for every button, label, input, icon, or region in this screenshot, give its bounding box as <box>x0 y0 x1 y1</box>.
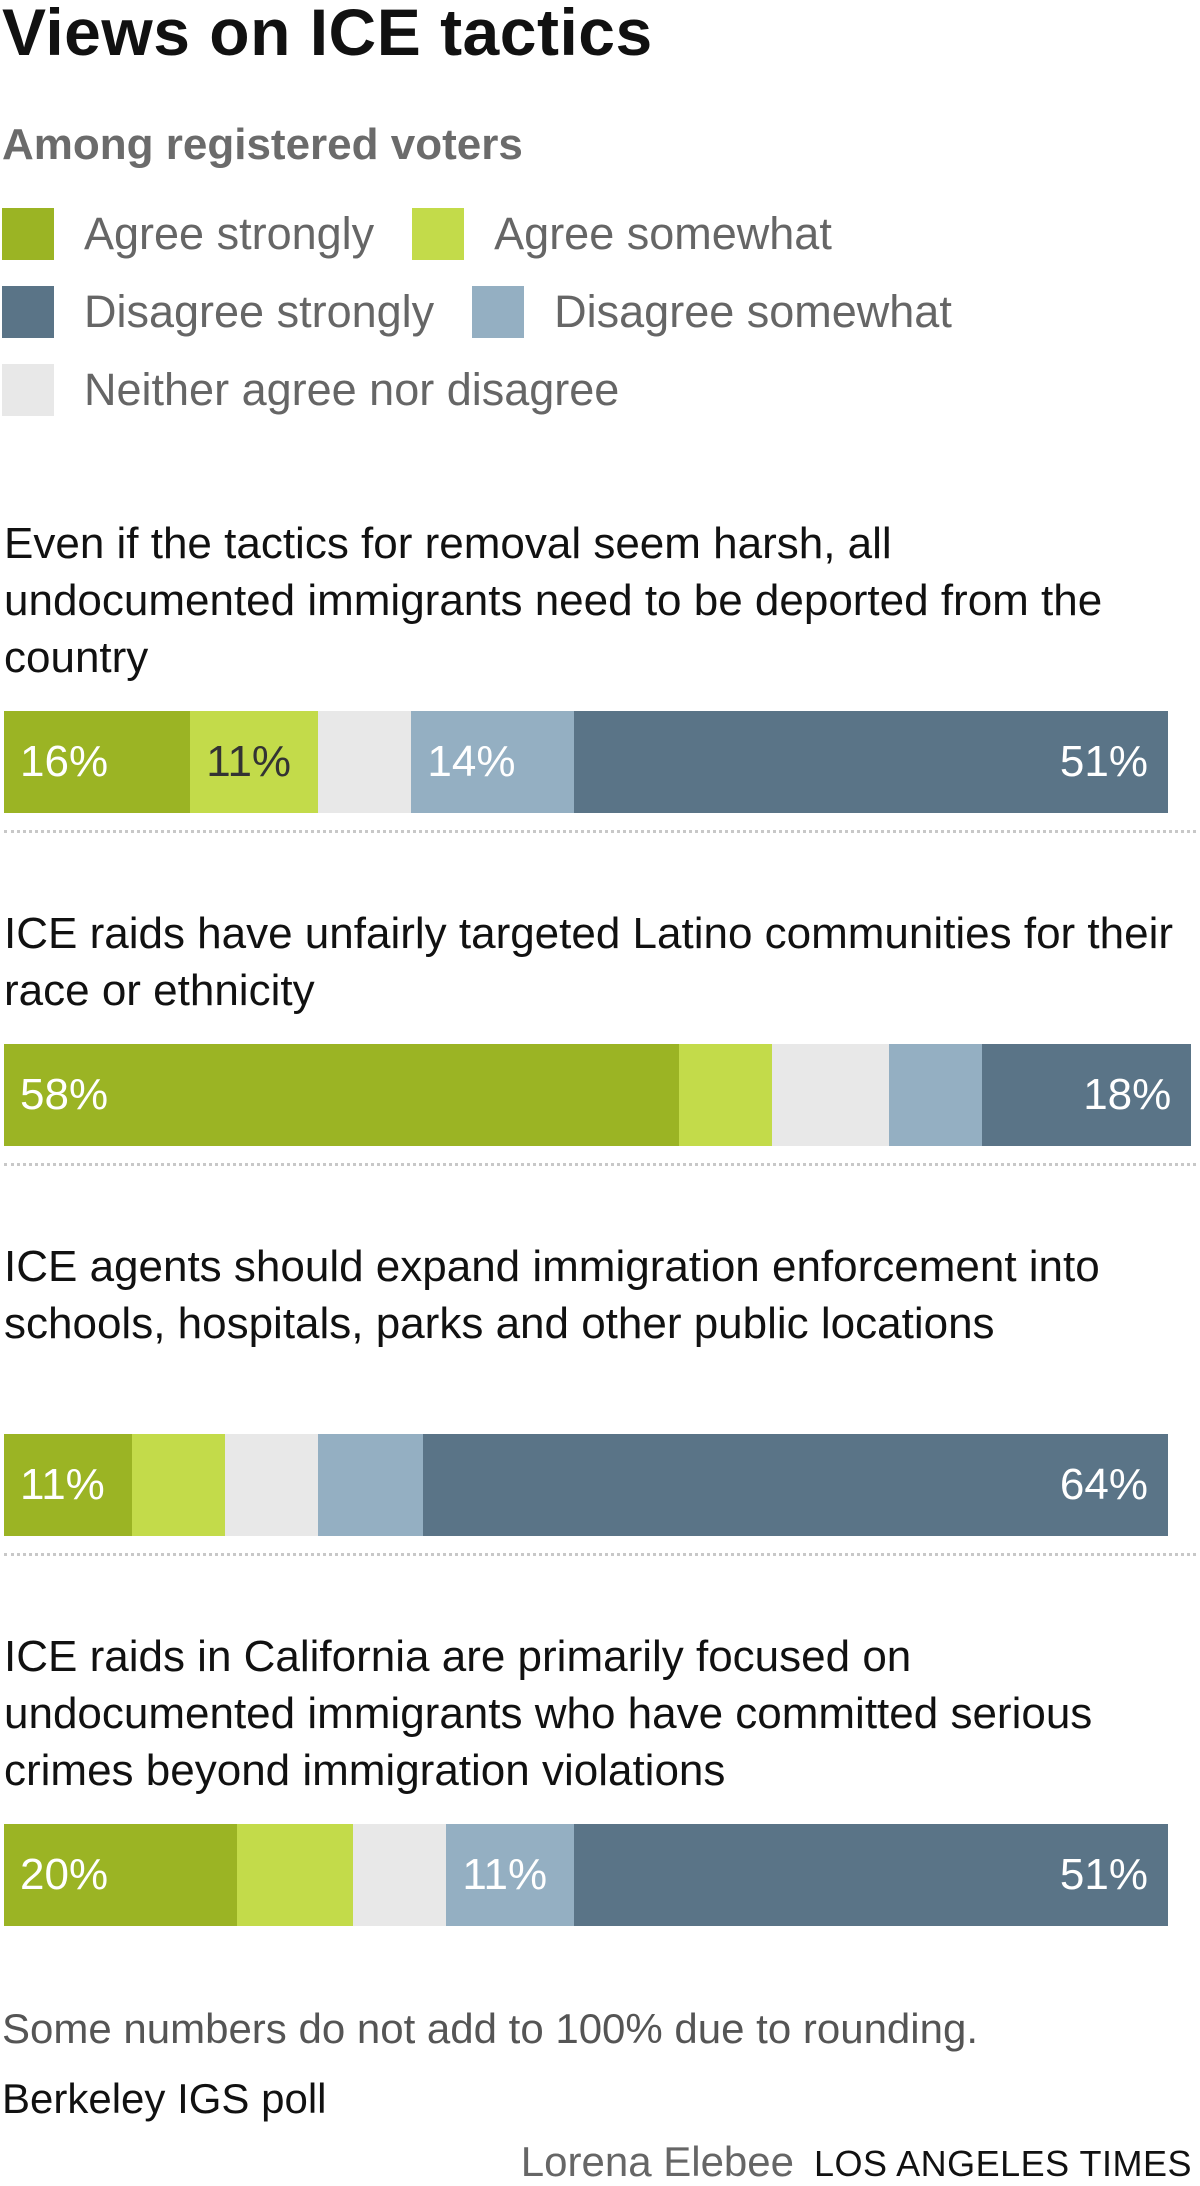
legend-row: Neither agree nor disagree <box>2 351 1192 429</box>
data-label: 11% <box>20 1460 105 1509</box>
legend-item-neither: Neither agree nor disagree <box>2 364 619 416</box>
bar-segment-disagree-strongly: 51% <box>574 711 1168 813</box>
legend-item-agree-somewhat: Agree somewhat <box>412 208 832 260</box>
bar-segment-agree-strongly: 16% <box>4 711 191 813</box>
stacked-bar: 58% 18% <box>4 1044 1192 1146</box>
row-divider <box>4 1163 1196 1166</box>
byline: Lorena Elebee LOS ANGELES TIMES <box>521 2138 1192 2186</box>
legend-swatch-agree-somewhat <box>412 208 465 260</box>
bar-segment-agree-strongly: 11% <box>4 1434 133 1536</box>
bar-segment-neither-agree-nor-disagree <box>772 1044 889 1146</box>
bar-segment-disagree-somewhat: 11% <box>446 1824 575 1926</box>
data-label: 11% <box>206 737 292 786</box>
author-credit: Lorena Elebee <box>520 2138 795 2185</box>
legend-item-disagree-somewhat: Disagree somewhat <box>472 286 952 338</box>
data-label: 18% <box>1083 1070 1172 1119</box>
legend: Agree strongly Agree somewhat Disagree s… <box>2 195 1192 429</box>
bar-segment-neither-agree-nor-disagree <box>318 711 412 813</box>
data-label: 16% <box>20 737 109 786</box>
bar-segment-agree-strongly: 20% <box>4 1824 237 1926</box>
bar-segment-disagree-somewhat <box>318 1434 424 1536</box>
legend-label: Agree strongly <box>84 208 375 259</box>
bar-segment-agree-somewhat <box>236 1824 354 1926</box>
bar-segment-neither-agree-nor-disagree <box>353 1824 447 1926</box>
legend-label: Disagree strongly <box>84 286 435 337</box>
data-label: 20% <box>20 1850 109 1899</box>
bar-segment-agree-strongly: 58% <box>4 1044 680 1146</box>
row-divider <box>4 830 1196 833</box>
publisher-credit: LOS ANGELES TIMES <box>814 2143 1192 2184</box>
legend-label: Agree somewhat <box>494 208 832 259</box>
data-label: 64% <box>1059 1460 1148 1509</box>
legend-item-disagree-strongly: Disagree strongly <box>2 286 434 338</box>
bar-segment-agree-somewhat <box>679 1044 773 1146</box>
bar-segment-disagree-somewhat <box>888 1044 982 1146</box>
stacked-bar: 11% 64% <box>4 1434 1168 1536</box>
legend-swatch-neither <box>2 364 54 416</box>
chart-subtitle: Among registered voters <box>2 120 523 169</box>
legend-swatch-agree-strongly <box>2 208 54 260</box>
row-divider <box>4 1553 1196 1556</box>
legend-label: Disagree somewhat <box>554 286 952 337</box>
bar-segment-disagree-strongly: 51% <box>574 1824 1168 1926</box>
bar-segment-disagree-somewhat: 14% <box>411 711 575 813</box>
data-label: 11% <box>462 1850 548 1899</box>
question-text: ICE raids have unfairly targeted Latino … <box>4 909 1174 1015</box>
bar-segment-disagree-strongly: 18% <box>981 1044 1192 1146</box>
data-label: 51% <box>1059 1850 1148 1899</box>
bar-segment-agree-somewhat: 11% <box>190 711 319 813</box>
chart-title: Views on ICE tactics <box>2 0 653 69</box>
legend-row: Agree strongly Agree somewhat <box>2 195 1192 273</box>
data-label: 51% <box>1059 737 1148 786</box>
legend-row: Disagree strongly Disagree somewhat <box>2 273 1192 351</box>
question-text: ICE raids in California are primarily fo… <box>4 1632 1093 1795</box>
question-text: Even if the tactics for removal seem har… <box>4 519 1103 682</box>
question-text: ICE agents should expand immigration enf… <box>4 1242 1100 1348</box>
source-credit: Berkeley IGS poll <box>2 2075 327 2122</box>
legend-label: Neither agree nor disagree <box>84 364 620 415</box>
data-label: 58% <box>20 1070 109 1119</box>
legend-item-agree-strongly: Agree strongly <box>2 208 374 260</box>
legend-swatch-disagree-strongly <box>2 286 54 338</box>
stacked-bar: 20% 11% 51% <box>4 1824 1168 1926</box>
data-label: 14% <box>427 737 516 786</box>
footnote: Some numbers do not add to 100% due to r… <box>2 2005 979 2052</box>
bar-segment-agree-somewhat <box>132 1434 226 1536</box>
bar-segment-neither-agree-nor-disagree <box>225 1434 319 1536</box>
legend-swatch-disagree-somewhat <box>472 286 525 338</box>
stacked-bar: 16% 11% 14% 51% <box>4 711 1168 813</box>
bar-segment-disagree-strongly: 64% <box>423 1434 1168 1536</box>
